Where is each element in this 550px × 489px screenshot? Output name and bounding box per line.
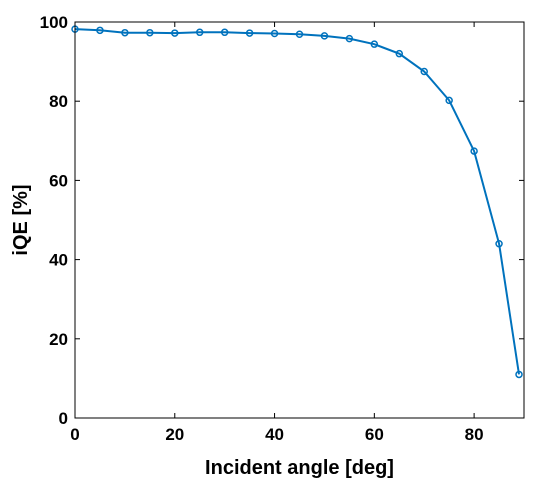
y-tick-label: 0 (59, 409, 68, 428)
data-point (320, 32, 329, 40)
data-point (515, 370, 523, 379)
y-tick-label: 80 (49, 92, 68, 111)
series-layer (71, 25, 523, 379)
data-point (370, 40, 379, 48)
plot-area (75, 22, 524, 418)
data-point (171, 29, 179, 37)
y-tick-label: 60 (49, 171, 68, 190)
data-point (495, 240, 503, 248)
data-point (345, 34, 354, 43)
y-tick-label: 40 (49, 251, 68, 270)
x-tick-label: 0 (70, 425, 79, 444)
x-axis-title: Incident angle [deg] (205, 457, 394, 479)
y-tick-label: 100 (40, 13, 68, 32)
data-point (270, 29, 279, 38)
data-point (470, 147, 478, 155)
x-tick-label: 40 (265, 425, 284, 444)
series-line (74, 28, 520, 375)
y-tick-label: 20 (49, 330, 68, 349)
y-axis-title: iQE [%] (10, 184, 32, 255)
x-tick-label: 20 (165, 425, 184, 444)
x-tick-label: 80 (465, 425, 484, 444)
y-axis: 0 20 40 60 80 100 (40, 13, 524, 428)
data-point (395, 49, 404, 58)
data-point (121, 28, 129, 37)
data-point (96, 26, 104, 35)
data-point (220, 28, 229, 37)
data-point (420, 67, 428, 76)
plot-box (74, 21, 525, 419)
x-axis: 0 20 40 60 80 (70, 22, 484, 444)
x-tick-label: 60 (365, 425, 384, 444)
data-point (195, 28, 204, 37)
data-point (445, 96, 453, 105)
data-point (146, 28, 154, 37)
data-point (295, 30, 304, 39)
data-point (245, 29, 254, 37)
